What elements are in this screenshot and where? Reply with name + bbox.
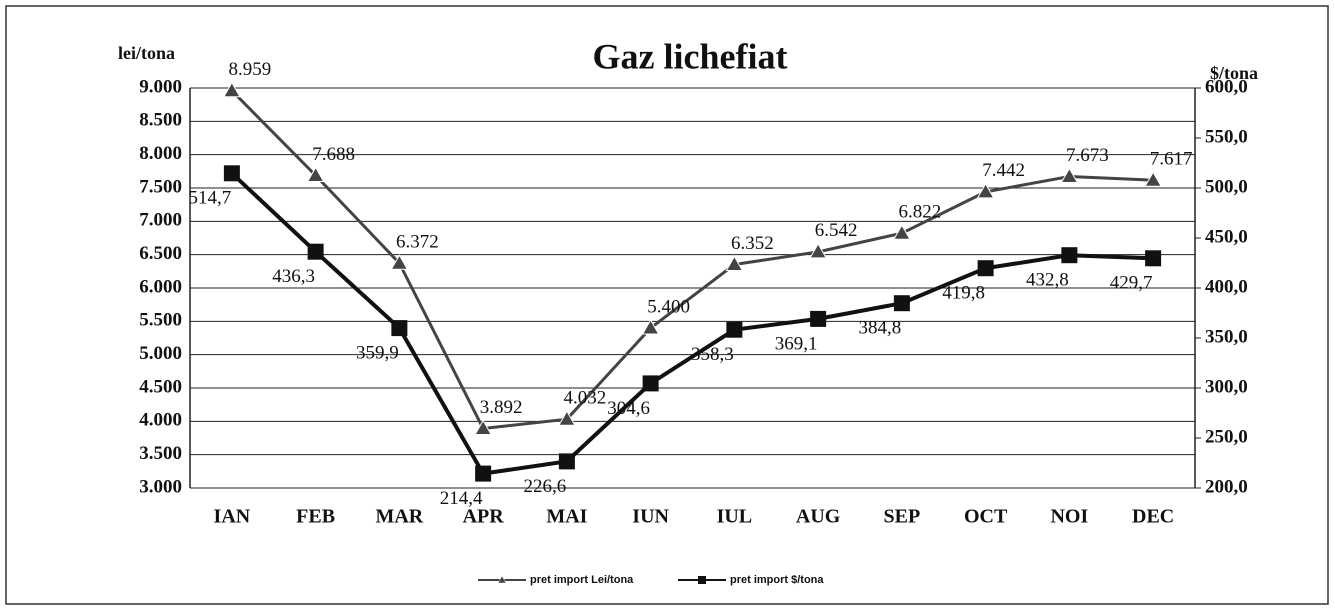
point xyxy=(642,375,659,392)
point xyxy=(809,242,827,259)
data-label: 432,8 xyxy=(1026,270,1069,291)
data-label: 8.959 xyxy=(229,59,272,80)
point xyxy=(1061,247,1078,264)
y-tick-label: 4.000 xyxy=(139,410,182,431)
legend-label: pret import Lei/tona xyxy=(530,574,634,586)
y2-tick-label: 350,0 xyxy=(1205,326,1248,347)
x-tick-label: NOI xyxy=(1050,506,1088,528)
y-tick-label: 4.500 xyxy=(139,376,182,397)
x-tick-label: MAR xyxy=(375,506,423,528)
data-label: 6.822 xyxy=(899,202,942,223)
x-tick-label: MAI xyxy=(546,506,587,528)
data-label: 6.352 xyxy=(731,233,774,254)
point xyxy=(976,182,995,199)
chart-title: Gaz lichefiat xyxy=(593,36,788,76)
point xyxy=(223,165,240,182)
data-label: 429,7 xyxy=(1110,273,1153,294)
point xyxy=(641,318,660,335)
data-label: 369,1 xyxy=(775,333,818,354)
point xyxy=(1145,250,1162,267)
y-axis-label: lei/tona xyxy=(118,43,175,63)
series-line xyxy=(230,89,1154,431)
y2-tick-label: 250,0 xyxy=(1205,426,1248,447)
point xyxy=(810,310,827,327)
y2-tick-label: 500,0 xyxy=(1205,176,1248,197)
point xyxy=(390,254,409,270)
point xyxy=(725,255,744,272)
legend-marker xyxy=(497,575,507,584)
y2-tick-label: 600,0 xyxy=(1205,76,1248,97)
data-label: 419,8 xyxy=(942,283,985,304)
point xyxy=(306,166,325,182)
data-label: 359,9 xyxy=(356,342,399,363)
point xyxy=(1144,171,1162,187)
point xyxy=(1060,167,1079,183)
y-tick-label: 9.000 xyxy=(139,76,182,97)
x-tick-label: IUL xyxy=(717,506,753,528)
data-label: 4.032 xyxy=(564,388,607,409)
y2-tick-label: 300,0 xyxy=(1205,376,1248,397)
data-label: 6.372 xyxy=(396,232,439,253)
data-label: 226,6 xyxy=(524,476,567,497)
data-label: 514,7 xyxy=(189,188,232,209)
point xyxy=(475,465,492,482)
point xyxy=(558,410,576,426)
data-label: 3.892 xyxy=(480,397,523,418)
y-tick-label: 3.000 xyxy=(139,476,182,497)
x-tick-label: DEC xyxy=(1132,506,1174,528)
x-tick-label: FEB xyxy=(296,506,335,528)
y-tick-label: 8.500 xyxy=(139,110,182,131)
data-label: 6.542 xyxy=(815,220,858,241)
x-tick-label: IAN xyxy=(214,506,251,528)
data-label: 214,4 xyxy=(440,488,483,509)
y2-tick-label: 400,0 xyxy=(1205,276,1248,297)
legend-marker xyxy=(698,576,706,584)
data-label: 7.673 xyxy=(1066,145,1109,166)
y-tick-label: 6.000 xyxy=(139,276,182,297)
data-label: 304,6 xyxy=(607,398,650,419)
y2-tick-label: 550,0 xyxy=(1205,126,1248,147)
y-tick-label: 5.500 xyxy=(139,310,182,331)
point xyxy=(307,243,324,260)
y2-tick-label: 200,0 xyxy=(1205,476,1248,497)
y-tick-label: 3.500 xyxy=(139,443,182,464)
point xyxy=(558,453,575,470)
y-tick-label: 8.000 xyxy=(139,143,182,164)
y2-tick-label: 450,0 xyxy=(1205,226,1248,247)
y-tick-label: 7.000 xyxy=(139,210,182,231)
data-label: 7.617 xyxy=(1150,149,1193,170)
point xyxy=(893,295,910,312)
point xyxy=(893,224,911,240)
series-line xyxy=(230,171,1154,476)
data-label: 436,3 xyxy=(272,266,315,287)
x-tick-label: AUG xyxy=(796,506,841,528)
y-tick-label: 5.000 xyxy=(139,343,182,364)
x-tick-label: SEP xyxy=(884,506,921,528)
data-label: 358,3 xyxy=(691,344,734,365)
point xyxy=(977,260,994,277)
data-label: 384,8 xyxy=(859,318,902,339)
x-tick-label: IUN xyxy=(632,506,669,528)
y-tick-label: 7.500 xyxy=(139,176,182,197)
y2-axis-label: $/tona xyxy=(1210,63,1258,83)
legend-label: pret import $/tona xyxy=(730,574,824,586)
data-label: 7.442 xyxy=(982,160,1025,181)
point xyxy=(474,419,492,436)
point xyxy=(726,321,743,338)
data-label: 7.688 xyxy=(312,144,355,165)
frame xyxy=(5,5,1329,605)
point xyxy=(223,81,241,98)
data-label: 5.400 xyxy=(647,296,690,317)
point xyxy=(391,320,408,337)
y-tick-label: 6.500 xyxy=(139,243,182,264)
x-tick-label: APR xyxy=(463,506,505,528)
x-tick-label: OCT xyxy=(964,506,1008,528)
